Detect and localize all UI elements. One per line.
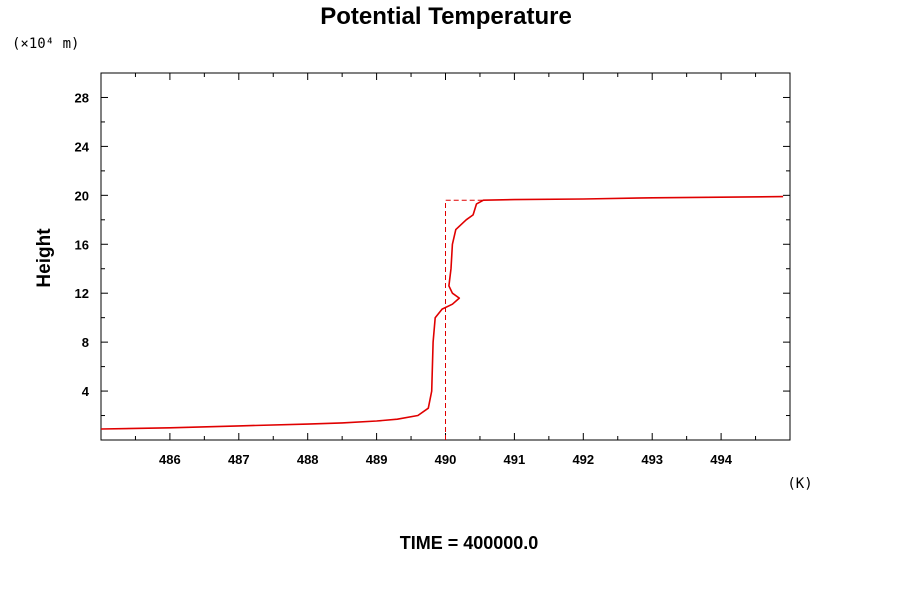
potential-temperature-line <box>100 195 784 430</box>
x-tick-label: 487 <box>228 452 250 467</box>
x-tick-label: 489 <box>366 452 388 467</box>
y-tick-label: 12 <box>75 286 89 301</box>
y-tick-label: 8 <box>82 335 89 350</box>
y-axis-label: Height <box>34 228 55 288</box>
chart-title: Potential Temperature <box>320 3 572 30</box>
time-label: TIME = 400000.0 <box>400 533 539 553</box>
initial-profile-line <box>445 199 484 440</box>
plot-area: 486 487 488 489 490 491 492 493 494 4 8 12 16 20 24 28 <box>75 72 791 467</box>
y-tick-label: 4 <box>82 384 90 399</box>
tick-labels: 486 487 488 489 490 491 492 493 494 4 8 12 16 20 24 28 <box>75 90 733 467</box>
x-tick-label: 490 <box>435 452 457 467</box>
plot-frame <box>100 72 791 441</box>
tick-marks <box>100 72 791 441</box>
y-tick-label: 20 <box>75 188 89 203</box>
x-tick-label: 492 <box>572 452 594 467</box>
y-tick-label: 24 <box>75 139 90 154</box>
x-tick-label: 491 <box>504 452 526 467</box>
y-tick-label: 28 <box>75 90 89 105</box>
x-tick-label: 494 <box>710 452 732 467</box>
series-layer <box>100 195 784 440</box>
x-tick-label: 493 <box>641 452 663 467</box>
x-tick-label: 486 <box>159 452 181 467</box>
y-axis-unit: (×10⁴ m) <box>12 36 79 52</box>
x-tick-label: 488 <box>297 452 319 467</box>
y-tick-label: 16 <box>75 237 89 252</box>
x-axis-unit: (K) <box>787 476 812 492</box>
